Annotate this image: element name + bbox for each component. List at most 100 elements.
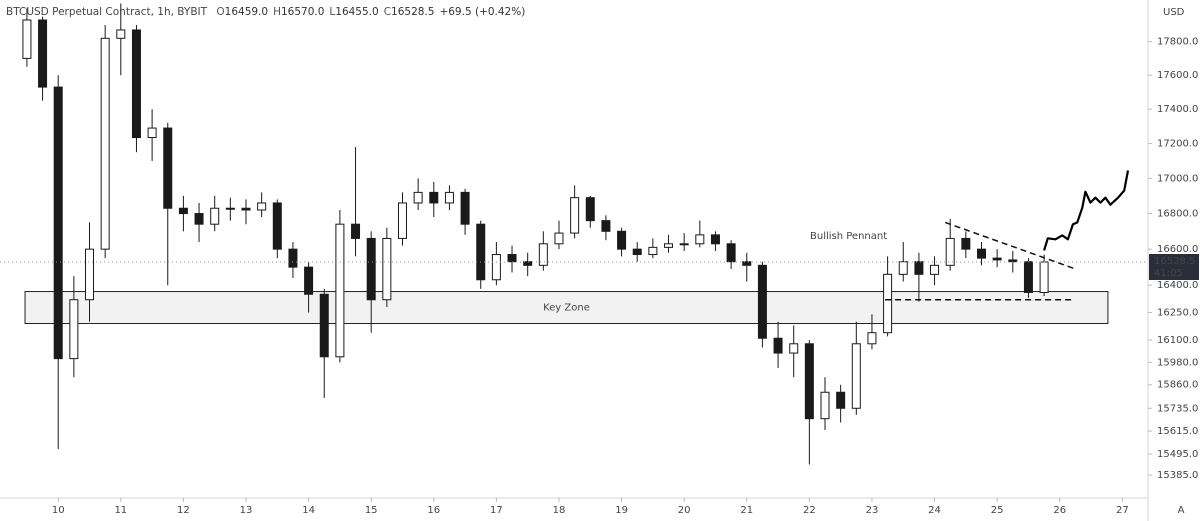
candle-body: [460, 191, 470, 225]
candle-body: [319, 293, 329, 358]
ohlc-label: O: [216, 6, 224, 18]
x-tick-label: 22: [803, 505, 816, 516]
y-tick-label: 16600.0: [1157, 244, 1198, 255]
candle-body: [710, 234, 720, 245]
x-tick-label: 11: [114, 505, 127, 516]
candle-body: [851, 343, 861, 409]
x-tick-label: 14: [302, 505, 315, 516]
candle-body: [272, 202, 282, 250]
ohlc-value: 16459.0: [225, 6, 268, 18]
candle-body: [53, 86, 63, 360]
last-price-box: [1149, 253, 1199, 280]
candle-body: [382, 237, 392, 301]
candle-body: [820, 391, 830, 420]
candle-body: [131, 29, 141, 139]
candle-body: [538, 243, 548, 266]
ohlc-label: H: [273, 6, 281, 18]
ohlc-value: 16455.0: [335, 6, 378, 18]
y-tick-label: 17800.0: [1157, 37, 1198, 48]
candle-body: [1008, 259, 1018, 263]
x-tick-label: 27: [1116, 505, 1129, 516]
header: BTCUSD Perpetual Contract, 1h, BYBIT O16…: [6, 6, 525, 18]
countdown: 41:05: [1154, 268, 1183, 279]
x-tick-label: 17: [490, 505, 503, 516]
x-tick-label: 10: [52, 505, 65, 516]
candle-body: [22, 19, 32, 59]
x-tick-label: 12: [177, 505, 190, 516]
candle-body: [257, 202, 267, 211]
candle-body: [945, 237, 955, 266]
key-zone: [24, 291, 1109, 325]
candle-body: [163, 127, 173, 209]
y-tick-label: 17000.0: [1157, 173, 1198, 184]
candle-body: [757, 264, 767, 339]
ohlc-value: 16570.0: [281, 6, 324, 18]
candle-body: [898, 261, 908, 275]
candle-body: [976, 248, 986, 259]
candle-body: [351, 223, 361, 239]
ohlc-label: C: [384, 6, 391, 18]
candle-body: [883, 273, 893, 334]
candle-body: [288, 248, 298, 268]
y-tick-label: 17600.0: [1157, 70, 1198, 81]
x-tick-label: 21: [740, 505, 753, 516]
candle-body: [867, 332, 877, 345]
y-tick-label: 15980.0: [1157, 357, 1198, 368]
change: +69.5 (+0.42%): [439, 6, 525, 18]
candle-body: [69, 299, 79, 360]
candle-body: [554, 232, 564, 245]
autoscale-button[interactable]: A: [1178, 505, 1185, 516]
candle-body: [444, 191, 454, 204]
x-tick-label: 16: [427, 505, 440, 516]
candle-body: [100, 37, 110, 250]
candle-body: [585, 197, 595, 222]
candle-body: [210, 207, 220, 225]
candle-body: [523, 261, 533, 266]
candle-body: [178, 207, 188, 215]
zone-label: Key Zone: [543, 303, 590, 314]
candle-body: [38, 19, 48, 88]
y-tick-label: 15615.0: [1157, 426, 1198, 437]
x-tick-label: 25: [991, 505, 1004, 516]
candle-body: [116, 29, 126, 39]
candle-body: [85, 248, 95, 301]
ohlc-label: L: [329, 6, 335, 18]
y-tick-label: 15495.0: [1157, 449, 1198, 460]
y-tick-label: 16800.0: [1157, 209, 1198, 220]
y-tick-label: 15385.0: [1157, 470, 1198, 481]
x-tick-label: 13: [240, 505, 253, 516]
candle-body: [304, 266, 314, 295]
y-tick-label: 15860.0: [1157, 380, 1198, 391]
candle-body: [601, 220, 611, 232]
y-tick-label: 16400.0: [1157, 280, 1198, 291]
candle-body: [695, 234, 705, 245]
candle-body: [726, 243, 736, 263]
pattern-label: Bullish Pennant: [810, 231, 887, 242]
candle-body: [476, 223, 486, 281]
price-unit: USD: [1163, 7, 1185, 18]
y-tick-label: 16250.0: [1157, 308, 1198, 319]
candle-body: [648, 246, 658, 256]
candle-body: [413, 191, 423, 204]
candle-body: [241, 207, 251, 211]
symbol: BTCUSD Perpetual Contract, 1h, BYBIT: [6, 6, 208, 18]
projection-line: [1043, 170, 1130, 251]
x-tick-label: 26: [1053, 505, 1066, 516]
candle-body: [491, 254, 501, 281]
candle-body: [789, 343, 799, 354]
candle-body: [1039, 261, 1049, 293]
candle-body: [617, 230, 627, 250]
y-tick-label: 17400.0: [1157, 104, 1198, 115]
candle-body: [429, 191, 439, 204]
candle-body: [773, 337, 783, 354]
x-tick-label: 19: [615, 505, 628, 516]
candle-body: [225, 207, 235, 210]
candle-body: [1023, 261, 1033, 293]
x-tick-label: 15: [365, 505, 378, 516]
x-tick-label: 23: [866, 505, 879, 516]
y-tick-label: 15735.0: [1157, 403, 1198, 414]
last-price-label: 16528.5: [1154, 256, 1195, 267]
candle-body: [507, 254, 517, 263]
